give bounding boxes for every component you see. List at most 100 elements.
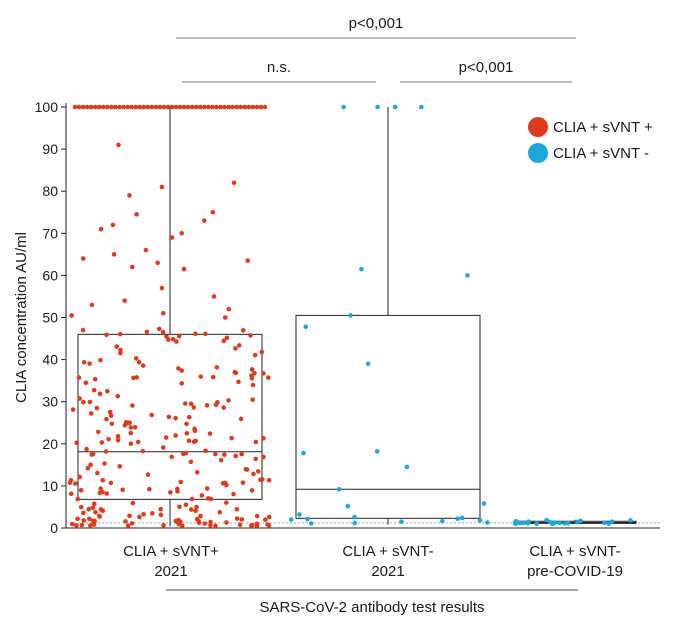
data-point	[188, 459, 194, 465]
data-point	[174, 339, 179, 344]
comparison-label: p<0,001	[349, 15, 404, 32]
data-point	[230, 104, 235, 110]
data-point	[104, 332, 109, 338]
data-point	[129, 104, 134, 110]
data-point	[81, 518, 87, 523]
annotations-layer: p<0,001 n.s. p<0,001	[176, 15, 576, 83]
data-point	[72, 104, 78, 110]
data-point	[121, 104, 126, 110]
data-point	[341, 104, 346, 110]
x-category-label: pre-COVID-19	[527, 563, 623, 580]
data-point	[116, 142, 121, 148]
data-point	[176, 517, 181, 523]
data-point	[81, 510, 86, 516]
y-tick-label: 10	[42, 478, 58, 494]
data-point	[125, 104, 130, 110]
data-point	[348, 313, 353, 318]
data-point	[86, 516, 92, 522]
data-point	[255, 469, 261, 474]
data-point	[207, 431, 213, 436]
data-point	[552, 520, 558, 525]
data-point	[155, 260, 160, 266]
data-point	[189, 496, 195, 502]
data-point	[158, 512, 164, 518]
data-point	[160, 329, 166, 335]
data-point	[336, 486, 342, 492]
data-point	[77, 474, 83, 480]
data-point	[169, 104, 175, 110]
data-point	[127, 193, 132, 198]
data-point	[175, 486, 180, 492]
data-point	[97, 514, 102, 519]
data-point	[193, 104, 199, 110]
data-point	[84, 446, 89, 452]
data-point	[204, 486, 210, 491]
data-point	[262, 104, 268, 110]
data-point	[352, 514, 357, 520]
data-point	[117, 464, 123, 469]
legend-label: CLIA + sVNT -	[553, 145, 649, 162]
data-point	[149, 511, 155, 516]
data-point	[226, 398, 231, 403]
data-point	[87, 361, 92, 366]
data-point	[141, 511, 146, 517]
data-point	[222, 104, 227, 110]
data-point	[87, 399, 93, 405]
data-point	[74, 523, 79, 528]
data-point	[177, 504, 182, 510]
data-point	[115, 393, 121, 399]
data-point	[149, 412, 154, 418]
data-point	[94, 405, 100, 411]
data-point	[89, 452, 95, 457]
data-point	[95, 470, 100, 476]
data-point	[100, 477, 106, 483]
data-point	[169, 454, 175, 460]
data-point	[253, 456, 259, 462]
data-point	[261, 371, 266, 376]
data-point	[179, 368, 185, 373]
data-point	[123, 519, 128, 524]
y-axis-title: CLIA concentration AU/ml	[13, 232, 30, 403]
data-point	[75, 516, 80, 522]
y-tick-label: 100	[35, 99, 59, 115]
data-point	[161, 104, 167, 110]
data-point	[565, 520, 571, 526]
data-point	[90, 505, 96, 511]
data-point	[89, 302, 95, 308]
data-point	[91, 522, 97, 527]
data-point	[234, 506, 240, 512]
data-point	[177, 104, 183, 110]
data-point	[100, 104, 106, 110]
data-point	[374, 449, 380, 454]
data-point	[127, 513, 132, 519]
data-point	[266, 514, 272, 520]
data-point	[288, 517, 294, 522]
data-point	[80, 256, 86, 261]
data-point	[187, 414, 192, 420]
data-point	[80, 104, 86, 110]
data-point	[221, 338, 227, 344]
data-point	[70, 521, 75, 527]
data-point	[136, 359, 142, 365]
data-point	[193, 438, 198, 444]
data-point	[544, 517, 549, 523]
data-point	[557, 520, 562, 526]
data-point	[259, 349, 265, 355]
data-point	[210, 104, 215, 110]
data-point	[440, 518, 445, 524]
data-point	[93, 509, 98, 515]
legend-label: CLIA + sVNT +	[553, 119, 653, 136]
data-point	[85, 465, 91, 471]
data-point	[183, 502, 189, 508]
data-point	[166, 337, 171, 342]
data-point	[214, 365, 220, 370]
data-point	[249, 488, 255, 493]
data-point	[297, 512, 302, 517]
data-point	[106, 436, 111, 442]
data-point	[130, 500, 136, 506]
data-point	[159, 184, 165, 190]
data-point	[224, 520, 229, 525]
data-point	[239, 517, 245, 522]
data-point	[182, 401, 188, 406]
